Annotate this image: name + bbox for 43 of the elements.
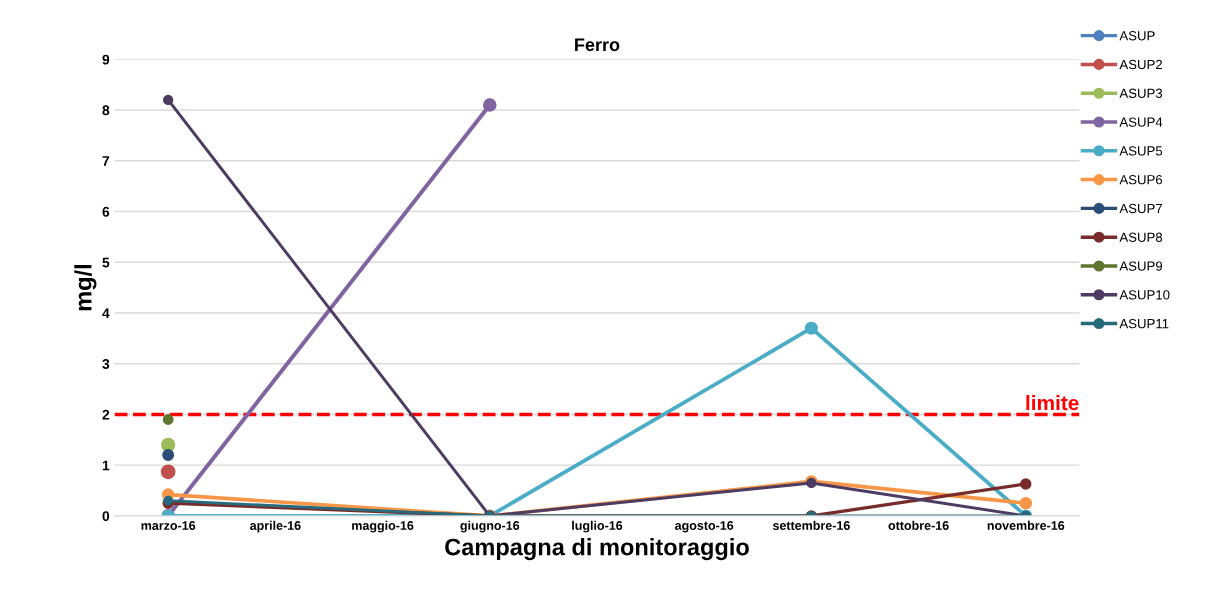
legend-label: ASUP4 xyxy=(1119,117,1163,127)
x-tick-label: maggio-16 xyxy=(352,520,414,533)
legend-label: ASUP11 xyxy=(1119,318,1169,329)
chart-title: Ferro xyxy=(575,38,620,52)
y-tick-label: 6 xyxy=(102,206,110,217)
point xyxy=(162,449,175,462)
x-axis-title: Campagna di monitoraggio xyxy=(445,538,749,561)
y-tick-label: 1 xyxy=(102,460,110,471)
y-tick-label: 7 xyxy=(102,156,110,166)
legend-label: ASUP10 xyxy=(1119,290,1170,300)
y-tick-label: 5 xyxy=(102,257,110,268)
x-tick-label: novembre-16 xyxy=(987,520,1065,530)
x-tick-label: marzo-16 xyxy=(141,521,196,530)
legend-label: ASUP3 xyxy=(1119,88,1163,98)
y-axis-title: mg/l xyxy=(74,265,97,311)
ref-line-label: limite xyxy=(1026,395,1079,411)
legend-label: ASUP6 xyxy=(1119,175,1163,185)
point xyxy=(1019,496,1033,510)
y-tick-label: 3 xyxy=(102,359,110,369)
y-tick-label: 2 xyxy=(102,409,110,420)
y-tick-label: 8 xyxy=(102,105,110,116)
legend-label: ASUP8 xyxy=(1119,232,1163,242)
x-tick-label: giugno-16 xyxy=(460,520,520,533)
point xyxy=(163,94,174,106)
point xyxy=(1020,478,1032,490)
legend-label: ASUP5 xyxy=(1119,146,1163,156)
point xyxy=(162,414,174,425)
legend-label: ASUP7 xyxy=(1119,203,1163,214)
y-tick-label: 9 xyxy=(102,54,110,65)
x-tick-label: luglio-16 xyxy=(572,520,623,533)
x-tick-label: agosto-16 xyxy=(675,521,734,533)
point xyxy=(161,437,176,452)
y-tick-label: 4 xyxy=(102,308,110,318)
legend-label: ASUP xyxy=(1119,31,1155,41)
legend-label: ASUP9 xyxy=(1119,261,1163,271)
point xyxy=(804,321,818,335)
y-tick-label: 0 xyxy=(102,511,110,522)
point xyxy=(482,98,497,112)
point xyxy=(160,464,176,480)
x-tick-label: aprile-16 xyxy=(250,520,301,533)
legend-label: ASUP2 xyxy=(1119,59,1163,70)
x-tick-label: settembre-16 xyxy=(772,520,850,530)
x-tick-label: ottobre-16 xyxy=(888,520,949,530)
